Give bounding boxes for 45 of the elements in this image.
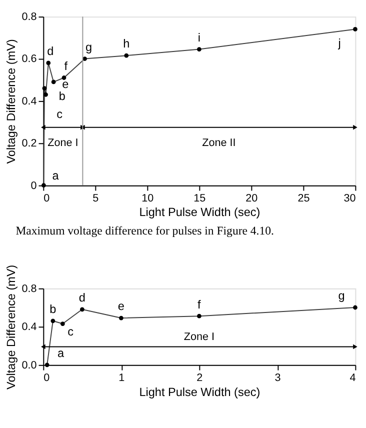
x-tick-label: 10 [142, 192, 154, 205]
annotation: f [198, 298, 202, 312]
x-tick-label: 15 [194, 192, 206, 205]
annotation: h [123, 38, 130, 51]
x-tick-label: 1 [118, 372, 125, 384]
annotation: c [68, 326, 74, 339]
y-tick-label: 0.0 [22, 359, 37, 372]
x-tick-label: 20 [246, 192, 258, 205]
annotation: b [58, 90, 66, 104]
x-tick-label: 30 [344, 192, 356, 205]
annotation: d [78, 292, 86, 305]
annotation: i [198, 31, 201, 44]
x-tick-label: 5 [92, 192, 99, 205]
y-tick-label: 0 [30, 180, 37, 192]
x-axis-title: Light Pulse Width (sec) [139, 206, 260, 220]
y-tick-label: 0.8 [22, 11, 37, 23]
x-tick-label: 25 [298, 192, 310, 205]
y-axis-title: Voltage Difference (mV) [4, 264, 18, 390]
y-axis-title: Voltage Difference (mV) [4, 39, 18, 164]
x-tick-label: 4 [350, 372, 356, 384]
series-label: Zone II [202, 136, 236, 149]
annotation: a [58, 347, 65, 360]
y-tick-label: 0.2 [22, 138, 37, 150]
y-tick-label: 0.6 [22, 53, 37, 66]
annotation: a [52, 169, 60, 182]
x-tick-label: 0 [44, 192, 50, 205]
annotation: c [56, 108, 63, 122]
y-tick-label: 0.4 [22, 95, 37, 108]
text: Maximum voltage difference for pulses in Figure 4.10. [16, 224, 274, 238]
x-tick-label: 2 [196, 372, 203, 384]
annotation: e [118, 300, 125, 314]
y-tick-label: 0.8 [22, 282, 37, 295]
series-label: Zone I [184, 330, 214, 343]
annotation: e [62, 78, 70, 91]
x-tick-label: 3 [274, 372, 281, 384]
annotation: g [85, 40, 92, 54]
annotation: f [64, 60, 68, 73]
annotation: g [338, 290, 345, 303]
legend-label: Zone I [48, 136, 78, 149]
annotation: d [47, 45, 54, 58]
x-axis-title: Light Pulse Width (sec) [139, 386, 260, 399]
x-tick-label: 0 [44, 372, 50, 384]
y-tick-label: 0.4 [22, 321, 37, 334]
annotation: b [50, 303, 57, 316]
annotation: j [337, 36, 341, 50]
